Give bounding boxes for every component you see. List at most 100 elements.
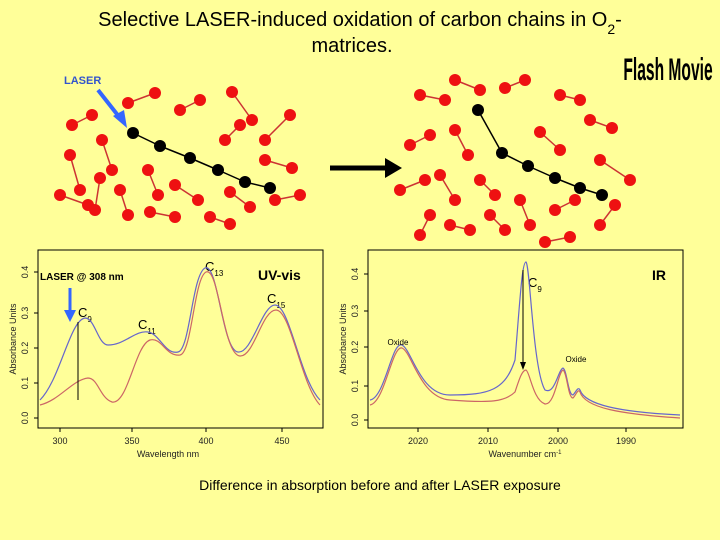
oxygen-atom xyxy=(226,86,238,98)
y-tick-label: 0.0 xyxy=(20,412,30,425)
oxygen-atom xyxy=(489,189,501,201)
oxygen-atom xyxy=(224,218,236,230)
y-tick-label: 0.2 xyxy=(20,342,30,355)
oxygen-atom xyxy=(246,114,258,126)
peak-text: C xyxy=(267,291,276,306)
oxygen-atom xyxy=(152,189,164,201)
uv-annotation: LASER @ 308 nm xyxy=(40,272,124,283)
carbon-atom xyxy=(472,104,484,116)
peak-sub: 11 xyxy=(147,327,156,336)
oxygen-atom xyxy=(294,189,306,201)
oxygen-atom xyxy=(624,174,636,186)
oxide-label: Oxide xyxy=(388,338,409,347)
carbon-atom xyxy=(154,140,166,152)
x-tick-label: 400 xyxy=(198,436,213,446)
process-arrowhead xyxy=(385,158,402,178)
ir-diff-arrowhead xyxy=(520,362,526,370)
y-axis-label: Absorbance Units xyxy=(8,303,18,375)
oxide-label: Oxide xyxy=(566,355,587,364)
y-tick-label: 0.3 xyxy=(20,307,30,320)
oxygen-atom xyxy=(86,109,98,121)
carbon-atom xyxy=(264,182,276,194)
oxygen-atom xyxy=(204,211,216,223)
carbon-atom xyxy=(239,176,251,188)
peak-text: C xyxy=(528,275,537,290)
oxygen-atom xyxy=(89,204,101,216)
oxygen-atom xyxy=(554,144,566,156)
x-tick-label: 1990 xyxy=(616,436,636,446)
oxygen-atom xyxy=(462,149,474,161)
oxygen-atom xyxy=(244,201,256,213)
laser-arrow xyxy=(96,88,122,120)
x-tick-label: 450 xyxy=(274,436,289,446)
oxygen-atom xyxy=(419,174,431,186)
oxygen-atom xyxy=(64,149,76,161)
oxygen-atom xyxy=(414,89,426,101)
carbon-atom xyxy=(596,189,608,201)
oxygen-atom xyxy=(286,162,298,174)
laser-label: LASER xyxy=(64,75,101,87)
oxygen-atom xyxy=(574,94,586,106)
chain-bond xyxy=(477,109,503,154)
peak-label: C9 xyxy=(528,275,542,294)
oxygen-atom xyxy=(66,119,78,131)
oxygen-atom xyxy=(499,224,511,236)
oxygen-atom xyxy=(259,134,271,146)
y-tick-label: 0.0 xyxy=(350,414,360,427)
peak-label: C9 xyxy=(78,305,92,324)
oxygen-atom xyxy=(142,164,154,176)
y-tick-label: 0.4 xyxy=(350,268,360,281)
peak-sub: 15 xyxy=(276,301,285,310)
oxygen-atom xyxy=(464,224,476,236)
oxygen-atom xyxy=(74,184,86,196)
oxygen-atom xyxy=(414,229,426,241)
x-tick-label: 300 xyxy=(52,436,67,446)
x-tick-label: 350 xyxy=(124,436,139,446)
oxygen-atom xyxy=(449,124,461,136)
peak-label: C11 xyxy=(138,317,156,336)
oxygen-atom xyxy=(524,219,536,231)
oxygen-atom xyxy=(484,209,496,221)
carbon-atom xyxy=(496,147,508,159)
peak-text: C xyxy=(78,305,87,320)
oxygen-atom xyxy=(122,209,134,221)
x-tick-label: 2020 xyxy=(408,436,428,446)
oxygen-atom xyxy=(54,189,66,201)
title-line2: matrices. xyxy=(311,35,392,57)
oxygen-atom xyxy=(609,199,621,211)
uv-frame xyxy=(37,249,324,429)
bond xyxy=(69,154,81,191)
oxygen-atom xyxy=(404,139,416,151)
oxygen-atom xyxy=(259,154,271,166)
title-suffix: - xyxy=(615,9,622,31)
x-tick-label: 2010 xyxy=(478,436,498,446)
oxygen-atom xyxy=(439,94,451,106)
uv-laser-arrowhead xyxy=(64,310,76,322)
uv-after-curve xyxy=(39,271,321,406)
molecules xyxy=(54,74,636,248)
oxygen-atom xyxy=(106,164,118,176)
bond xyxy=(599,159,631,181)
title-line1: Selective LASER-induced oxidation of car… xyxy=(98,9,622,37)
y-tick-label: 0.1 xyxy=(350,380,360,393)
oxygen-atom xyxy=(394,184,406,196)
peak-text: C xyxy=(138,317,147,332)
title-text: Selective LASER-induced oxidation of car… xyxy=(98,9,607,31)
oxygen-atom xyxy=(539,236,551,248)
axes: 0.0 0.1 0.2 0.3 0.4 300 350 400 450 Absorbance Un… xyxy=(8,259,636,459)
oxygen-atom xyxy=(94,172,106,184)
ir-frame xyxy=(367,249,684,429)
y-tick-label: 0.4 xyxy=(20,266,30,279)
oxygen-atom xyxy=(554,89,566,101)
x-axis-label: Wavelength nm xyxy=(137,449,199,459)
carbon-atom xyxy=(127,127,139,139)
oxygen-atom xyxy=(434,169,446,181)
peak-sub: 9 xyxy=(537,285,542,294)
oxygen-atom xyxy=(606,122,618,134)
oxygen-atom xyxy=(224,186,236,198)
oxygen-atom xyxy=(144,206,156,218)
oxygen-atom xyxy=(194,94,206,106)
ir-label: IR xyxy=(652,267,666,283)
oxygen-atom xyxy=(114,184,126,196)
